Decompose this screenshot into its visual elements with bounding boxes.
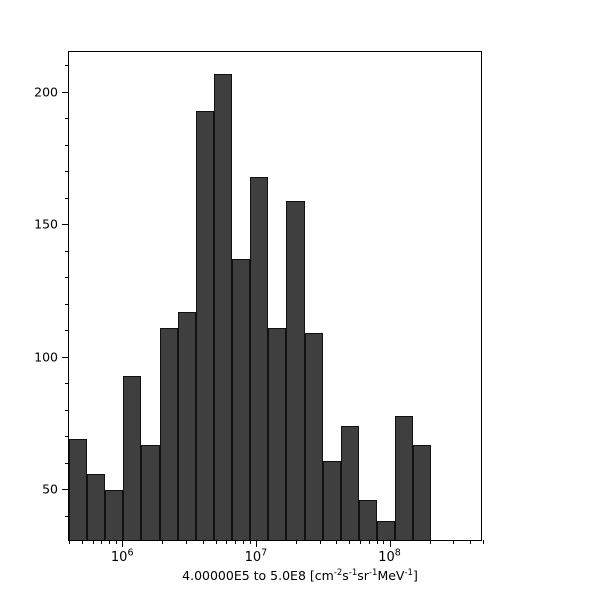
x-axis-minor-tick <box>376 540 378 544</box>
y-axis-minor-tick <box>65 303 69 305</box>
histogram-bar <box>232 259 251 540</box>
x-axis-minor-tick <box>116 540 118 544</box>
histogram-bars <box>69 52 481 540</box>
x-axis-minor-tick <box>101 540 103 544</box>
y-axis-minor-tick <box>65 330 69 332</box>
x-axis-minor-tick <box>453 540 455 544</box>
x-axis-minor-tick <box>319 540 321 544</box>
histogram-bar <box>69 439 88 540</box>
y-axis-minor-tick <box>65 197 69 199</box>
x-axis-minor-tick <box>69 540 70 544</box>
histogram-bar <box>213 73 233 540</box>
x-axis-minor-tick <box>349 540 351 544</box>
y-axis-tick-label: 100 <box>34 349 58 365</box>
histogram-bar <box>358 500 378 540</box>
y-axis-minor-tick <box>65 65 69 67</box>
x-axis-minor-tick <box>383 540 385 544</box>
x-axis-minor-tick <box>109 540 111 544</box>
histogram-bar <box>177 312 196 540</box>
x-axis-minor-tick <box>483 540 484 544</box>
y-axis-minor-tick <box>65 436 69 438</box>
x-axis-major-tick <box>122 540 124 547</box>
y-axis-minor-tick <box>65 250 69 252</box>
x-axis-minor-tick <box>429 540 431 544</box>
histogram-bar <box>304 333 323 540</box>
histogram-bar <box>105 489 124 540</box>
x-axis-major-tick <box>389 540 391 547</box>
histogram-bar <box>377 521 396 540</box>
y-axis-minor-tick <box>65 462 69 464</box>
y-axis-minor-tick <box>65 515 69 517</box>
histogram-bar <box>340 426 359 540</box>
y-axis-major-tick <box>62 489 69 491</box>
x-axis-minor-tick <box>249 540 251 544</box>
x-axis-minor-tick <box>226 540 228 544</box>
x-axis-major-tick <box>255 540 257 547</box>
y-axis-major-tick <box>62 91 69 93</box>
x-axis-caption: 4.00000E5 to 5.0E8 [cm-2s-1sr-1MeV-1] <box>182 567 418 583</box>
x-axis-minor-tick <box>185 540 187 544</box>
y-axis-tick-label: 50 <box>42 481 58 497</box>
y-axis-tick-label: 150 <box>34 216 58 232</box>
x-axis-minor-tick <box>336 540 338 544</box>
x-axis-minor-tick <box>470 540 472 544</box>
x-axis-tick-label: 108 <box>378 547 401 565</box>
x-axis-tick-label: 107 <box>244 547 268 565</box>
y-axis-minor-tick <box>65 144 69 146</box>
y-axis-minor-tick <box>65 409 69 411</box>
x-axis-minor-tick <box>81 540 83 544</box>
y-axis-major-tick <box>62 224 69 226</box>
y-axis-minor-tick <box>65 383 69 385</box>
y-axis-minor-tick <box>65 171 69 173</box>
histogram-bar <box>159 328 178 540</box>
histogram-bar <box>141 444 160 540</box>
y-axis-major-tick <box>62 356 69 358</box>
y-axis-minor-tick <box>65 118 69 120</box>
x-axis-minor-tick <box>296 540 298 544</box>
histogram-bar <box>322 460 341 540</box>
x-axis-minor-tick <box>242 540 244 544</box>
x-axis-minor-tick <box>359 540 361 544</box>
plot-area: 50 100 150 200 106 107 108 <box>34 51 484 565</box>
x-axis-minor-tick <box>162 540 164 544</box>
histogram-bar <box>413 444 432 540</box>
histogram-bar <box>268 328 287 540</box>
histogram-bar <box>395 415 414 540</box>
x-axis-minor-tick <box>215 540 217 544</box>
histogram-bar <box>123 375 142 540</box>
histogram-bar <box>87 473 106 540</box>
x-axis-minor-tick <box>202 540 204 544</box>
x-axis-tick-label: 106 <box>110 547 134 565</box>
histogram-bar <box>250 177 269 540</box>
y-axis-tick-label: 200 <box>34 84 58 100</box>
histogram-bar <box>195 110 214 540</box>
x-axis-minor-tick <box>92 540 94 544</box>
histogram-bar <box>286 200 305 540</box>
x-axis-minor-tick <box>368 540 370 544</box>
y-axis-minor-tick <box>65 277 69 279</box>
x-axis-minor-tick <box>235 540 237 544</box>
